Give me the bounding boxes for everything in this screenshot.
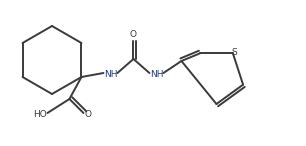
Text: S: S bbox=[231, 48, 237, 57]
Text: NH: NH bbox=[104, 69, 118, 79]
Text: HO: HO bbox=[33, 110, 47, 119]
Text: NH: NH bbox=[151, 69, 164, 79]
Text: O: O bbox=[84, 110, 91, 119]
Text: O: O bbox=[130, 30, 137, 39]
